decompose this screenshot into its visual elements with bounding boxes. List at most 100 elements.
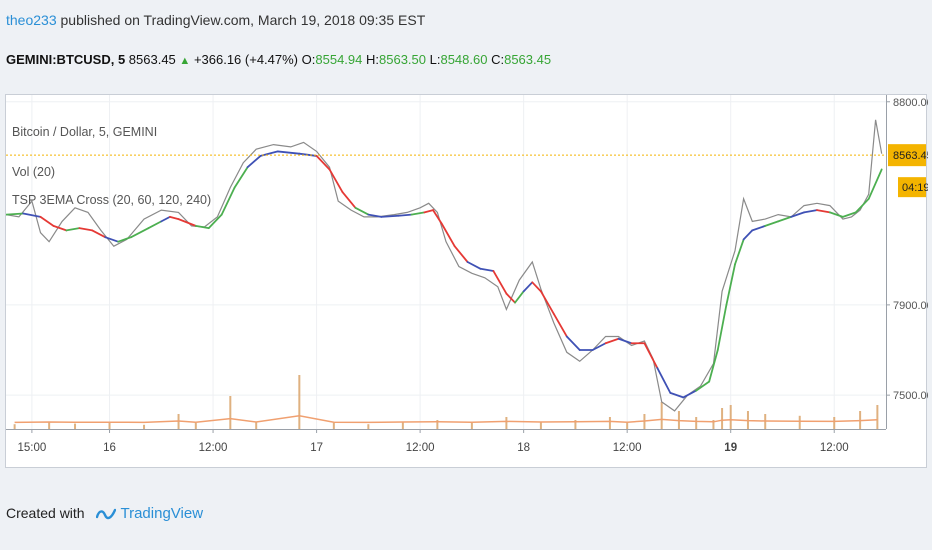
volume-bar — [255, 421, 258, 429]
ema-segment — [742, 229, 754, 241]
ema-segment — [91, 229, 107, 239]
ema-segment — [410, 211, 426, 216]
ema-segment — [540, 290, 555, 315]
open-label: O: — [301, 52, 316, 67]
ema-segment — [22, 212, 42, 218]
price-axis-label: 7900.00 — [893, 300, 928, 312]
close-label: C: — [491, 52, 505, 67]
time-axis-label: 12:00 — [406, 442, 435, 454]
ema-segment — [147, 220, 163, 230]
countdown-tag — [898, 177, 926, 198]
up-arrow-icon: ▲ — [179, 55, 191, 67]
ema-segment — [829, 211, 844, 218]
volume-ma-line — [14, 415, 878, 424]
published-text: published on TradingView.com, March 19, … — [56, 12, 426, 28]
last-price-tag-label: 8563.45 — [893, 150, 928, 162]
time-axis-label: 16 — [103, 442, 116, 454]
ema-segment — [78, 227, 94, 232]
ema-segment — [233, 166, 249, 189]
ema-segment — [423, 209, 434, 214]
volume-bar — [367, 424, 370, 429]
close-value: 8563.45 — [504, 52, 552, 67]
ema-segment — [643, 342, 659, 369]
price-chart[interactable]: 8800.00 7900.00 7500.00 8563.45 04:19 15:00 16… — [6, 95, 928, 469]
ema-segment — [130, 227, 150, 239]
high-value: 8563.50 — [379, 52, 426, 67]
last-price: 8563.45 — [128, 52, 176, 67]
volume-bar — [833, 417, 836, 429]
ema-segment — [453, 245, 469, 263]
ema-segment — [669, 391, 685, 399]
ema-segment — [764, 220, 780, 227]
ema-segment — [552, 313, 568, 338]
ema-segment — [751, 224, 767, 232]
ema-segment — [39, 215, 55, 227]
ema-segment — [604, 337, 620, 345]
symbol-label: GEMINI:BTCUSD, 5 — [6, 52, 126, 67]
legend-volume: Vol (20) — [12, 165, 56, 179]
volume-bar — [143, 424, 146, 429]
volume-bar — [108, 423, 111, 429]
legend-indicator: TSP 3EMA Cross (20, 60, 120, 240) — [12, 193, 212, 207]
ema-segment — [505, 292, 516, 304]
ema-segment — [367, 213, 383, 218]
volume-bar — [13, 424, 16, 429]
ema-segment — [682, 389, 698, 399]
ema-segment — [841, 211, 857, 218]
ema-segment — [725, 263, 736, 306]
ema-segment — [328, 168, 344, 193]
ema-segment — [479, 267, 495, 272]
ema-segment — [591, 342, 607, 351]
price-axis-label: 8800.00 — [893, 97, 928, 109]
ema-segment — [617, 337, 633, 345]
ema-segment — [341, 191, 357, 209]
countdown-label: 04:19 — [902, 182, 928, 194]
ema-segment — [716, 303, 728, 351]
volume-bar — [876, 405, 879, 429]
volume-bar — [74, 423, 77, 429]
time-axis-label: 15:00 — [17, 442, 46, 454]
volume-bar — [695, 417, 698, 429]
legend-series-title: Bitcoin / Dollar, 5, GEMINI — [12, 125, 158, 139]
publish-info: theo233 published on TradingView.com, Ma… — [6, 12, 425, 28]
ema-segment — [466, 261, 482, 270]
ema-segment — [656, 367, 672, 394]
ema-segment — [790, 211, 805, 218]
ema-segment — [207, 213, 223, 230]
volume-bar — [401, 421, 404, 429]
ema-segment — [565, 335, 581, 351]
author-link[interactable]: theo233 — [6, 12, 57, 28]
time-axis-label: 17 — [310, 442, 323, 454]
volume-bar — [194, 423, 197, 429]
volume-bar — [574, 420, 577, 429]
last-price-tag — [888, 144, 926, 167]
volume-bar — [48, 421, 51, 429]
time-axis-label: 19 — [724, 442, 737, 454]
volume-bar — [470, 423, 473, 429]
ema-segment — [708, 349, 719, 383]
volume-bar — [229, 396, 232, 429]
low-label: L: — [429, 52, 441, 67]
ema-segment — [104, 236, 120, 243]
ema-segment — [522, 281, 534, 293]
ema-segment — [531, 281, 542, 293]
ema-segment — [220, 186, 236, 216]
chart-panel[interactable]: 8800.00 7900.00 7500.00 8563.45 04:19 15:00 16… — [5, 94, 928, 469]
tradingview-brand[interactable]: TradingView — [120, 505, 204, 522]
ema-segment — [816, 209, 831, 214]
ema-segment — [695, 380, 711, 392]
volume-bar — [505, 417, 508, 429]
ema-segment — [65, 227, 81, 232]
volume-bar — [539, 421, 542, 429]
created-with-label: Created with — [6, 505, 85, 521]
ema-segment — [380, 214, 400, 218]
price-line — [6, 119, 883, 412]
ema-segment — [803, 209, 818, 214]
time-axis-label: 12:00 — [820, 442, 849, 454]
ema-segment — [397, 213, 413, 217]
ema-segment — [432, 209, 443, 225]
open-value: 8554.94 — [315, 52, 363, 67]
ema-segment — [354, 206, 370, 216]
ema-segment — [160, 215, 171, 223]
volume-bar — [436, 420, 439, 429]
